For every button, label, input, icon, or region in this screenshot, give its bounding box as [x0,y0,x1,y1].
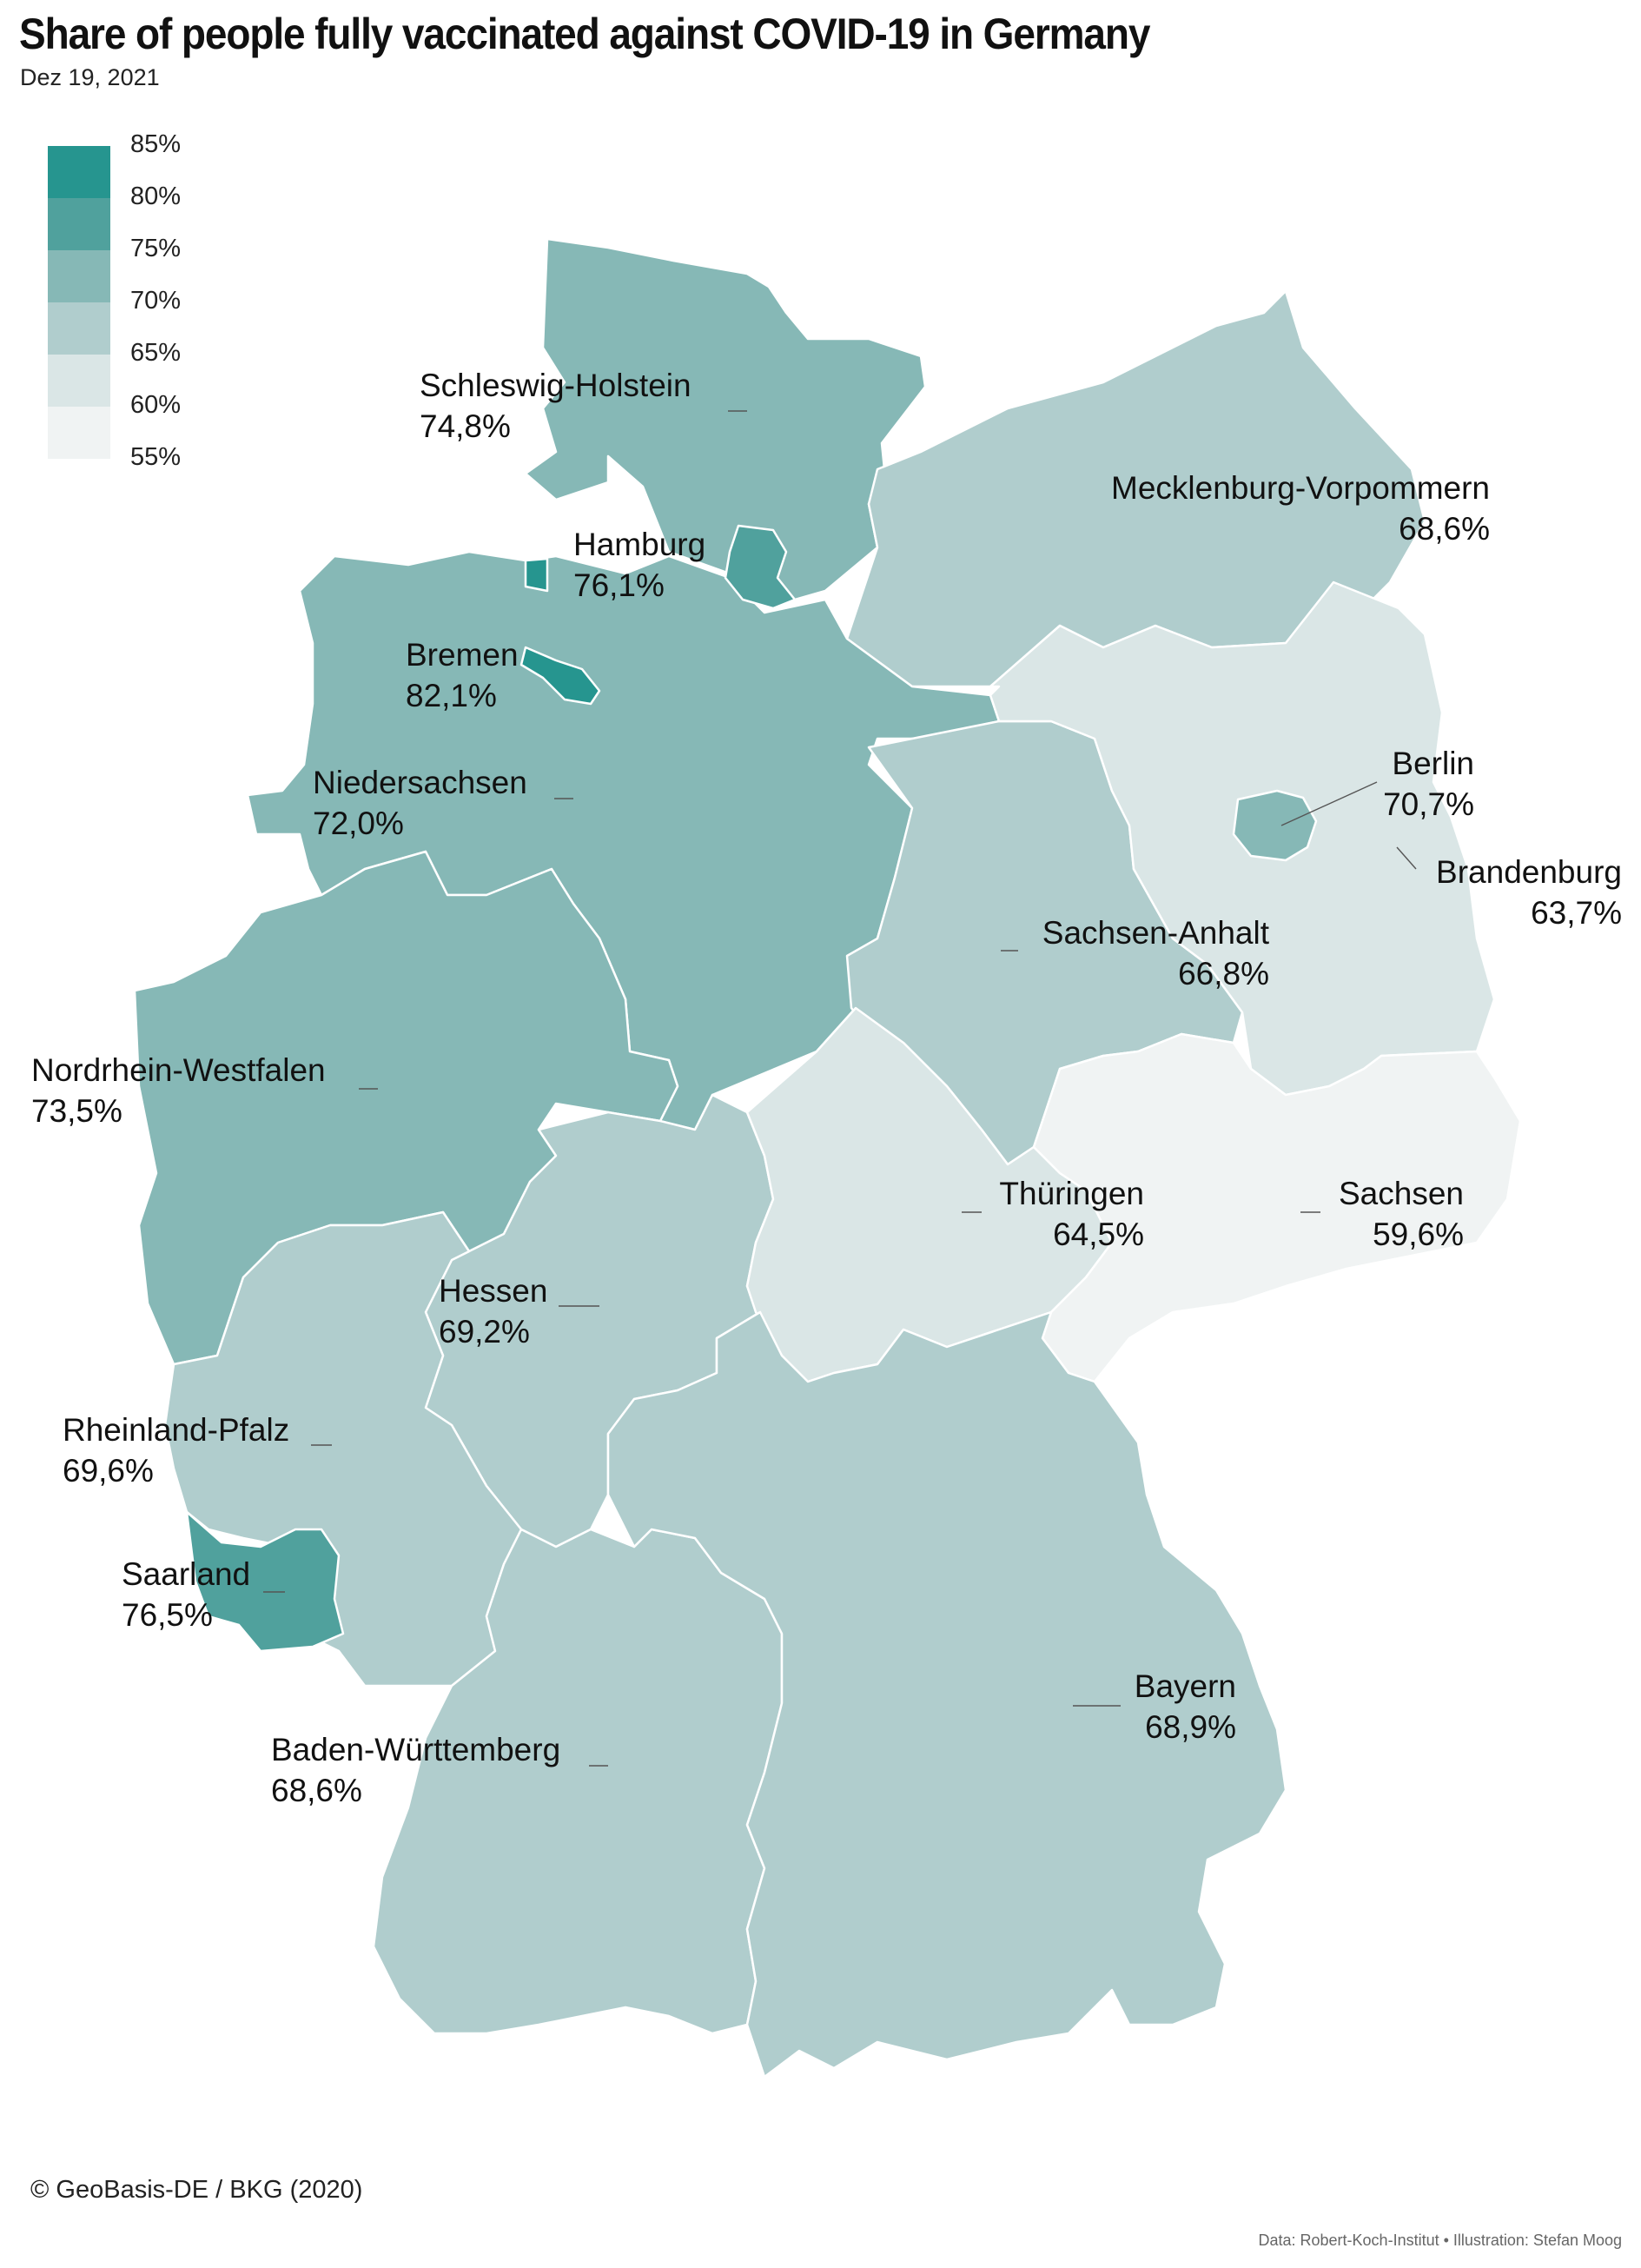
state-name: Baden-Württemberg [271,1732,561,1767]
state-bayern[interactable] [606,1310,1287,2079]
leader-line [1396,846,1417,870]
state-hamburg[interactable] [724,524,797,610]
state-value: 69,2% [439,1314,530,1350]
label-hamburg: Hamburg 76,1% [573,524,705,606]
state-name: Hessen [439,1273,548,1309]
legend-swatch [48,198,110,250]
legend-label: 75% [130,235,182,262]
label-nordrhein-westfalen: Nordrhein-Westfalen 73,5% [31,1050,326,1131]
label-sachsen-anhalt: Sachsen-Anhalt 66,8% [1042,912,1269,994]
legend-swatch [48,302,110,355]
legend-swatch [48,407,110,459]
state-name: Niedersachsen [313,765,527,800]
state-name: Mecklenburg-Vorpommern [1111,470,1490,506]
leader-line [1280,781,1378,826]
state-value: 68,6% [1399,511,1490,547]
copyright-credit: © GeoBasis-DE / BKG (2020) [30,2176,363,2204]
state-name: Brandenburg [1436,854,1622,890]
state-value: 59,6% [1373,1217,1464,1252]
state-sachsen[interactable] [1032,1032,1522,1383]
state-name: Bayern [1134,1668,1236,1704]
state-value: 69,6% [63,1453,154,1489]
state-value: 70,7% [1383,786,1474,822]
legend-label: 55% [130,443,182,471]
state-value: 76,1% [573,567,665,603]
state-saarland[interactable] [185,1510,345,1653]
state-name: Berlin [1392,746,1474,781]
state-value: 76,5% [122,1597,213,1633]
label-rheinland-pfalz: Rheinland-Pfalz 69,6% [63,1409,289,1491]
state-schleswig-holstein[interactable] [524,237,927,610]
state-name: Nordrhein-Westfalen [31,1052,326,1088]
map-date: Dez 19, 2021 [20,64,160,90]
state-value: 73,5% [31,1093,122,1129]
state-berlin[interactable] [1232,789,1318,862]
legend-swatch [48,355,110,407]
legend-label: 85% [130,130,182,158]
state-name: Saarland [122,1556,251,1592]
label-thueringen: Thüringen 64,5% [999,1173,1144,1255]
state-name: Schleswig-Holstein [420,368,691,403]
legend-swatch [48,146,110,198]
label-schleswig-holstein: Schleswig-Holstein 74,8% [420,365,691,447]
state-name: Sachsen [1339,1176,1464,1211]
state-value: 74,8% [420,408,511,444]
state-value: 82,1% [406,678,497,713]
state-name: Sachsen-Anhalt [1042,915,1269,951]
label-berlin: Berlin 70,7% [1383,743,1474,825]
label-baden-wuerttemberg: Baden-Württemberg 68,6% [271,1729,560,1811]
state-value: 72,0% [313,806,404,841]
label-niedersachsen: Niedersachsen 72,0% [313,762,527,844]
label-hessen: Hessen 69,2% [439,1270,547,1352]
state-bremen[interactable] [519,646,601,706]
state-name: Hamburg [573,527,706,562]
leader-lines [263,410,1417,1767]
data-source-note: Data: Robert-Koch-Institut • Illustratio… [1258,2232,1623,2249]
legend-label: 60% [130,391,182,419]
state-value: 64,5% [1053,1217,1144,1252]
legend-swatch [48,250,110,302]
state-bremen-bremerhaven[interactable] [524,557,549,593]
state-value: 66,8% [1178,956,1269,991]
state-name: Thüringen [999,1176,1144,1211]
label-bayern: Bayern 68,9% [1135,1666,1236,1747]
label-mecklenburg-vorpommern: Mecklenburg-Vorpommern 68,6% [1111,468,1490,549]
label-brandenburg: Brandenburg 63,7% [1436,852,1622,933]
label-sachsen: Sachsen 59,6% [1339,1173,1464,1255]
label-saarland: Saarland 76,5% [122,1554,250,1635]
legend-label: 80% [130,182,182,210]
legend-label: 65% [130,339,182,367]
label-bremen: Bremen 82,1% [406,634,519,716]
legend-label: 70% [130,287,182,315]
state-name: Rheinland-Pfalz [63,1412,290,1448]
state-name: Bremen [406,637,519,673]
state-value: 68,9% [1145,1709,1236,1745]
state-value: 63,7% [1531,895,1622,931]
state-niedersachsen[interactable] [246,550,1001,1131]
state-value: 68,6% [271,1773,362,1808]
map-title: Share of people fully vaccinated against… [19,10,1151,58]
